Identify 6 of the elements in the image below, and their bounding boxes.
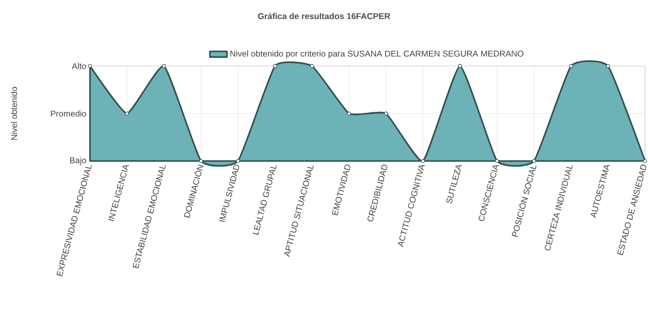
text: Promedio — [50, 110, 86, 117]
text: Bajo — [70, 157, 86, 165]
y-axis-title: Nivel obtenido — [10, 87, 18, 140]
legend-label: Nivel obtenido por criterio para SUSANA DEL CARMEN SEGURA MEDRANO — [230, 50, 524, 58]
text: Alto — [72, 62, 86, 70]
chart-title: Gráfica de resultados 16FACPER — [258, 12, 390, 20]
